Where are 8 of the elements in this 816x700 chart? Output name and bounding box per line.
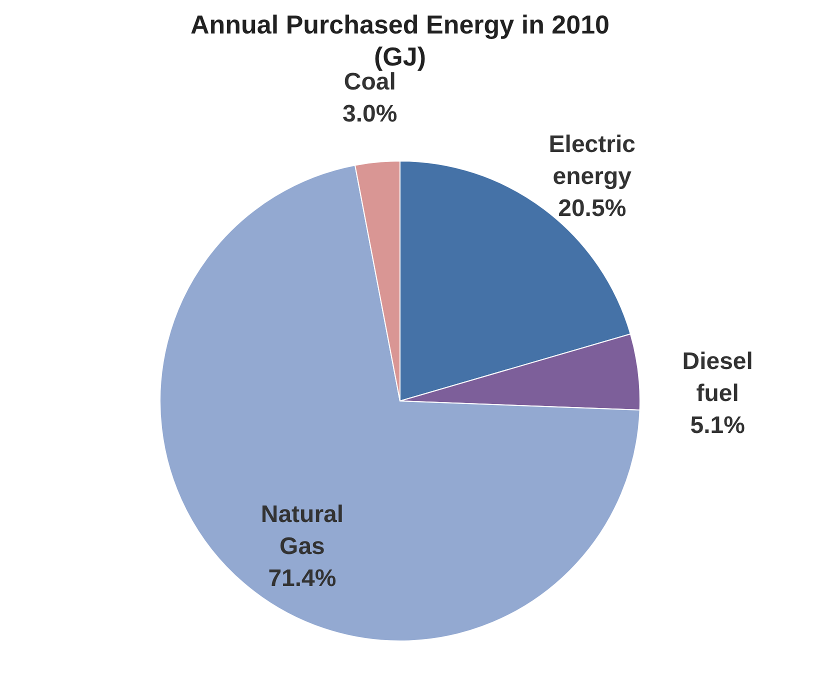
data-label: 20.5% (558, 195, 626, 222)
data-label: 5.1% (690, 412, 745, 439)
slice-label: Diesel fuel (682, 348, 753, 407)
data-label: 71.4% (268, 564, 336, 592)
slice-label: Electric energy (548, 131, 636, 190)
data-label: 3.0% (342, 100, 398, 128)
slice-label: Natural Gas (260, 500, 344, 560)
pie-slice (160, 164, 640, 642)
